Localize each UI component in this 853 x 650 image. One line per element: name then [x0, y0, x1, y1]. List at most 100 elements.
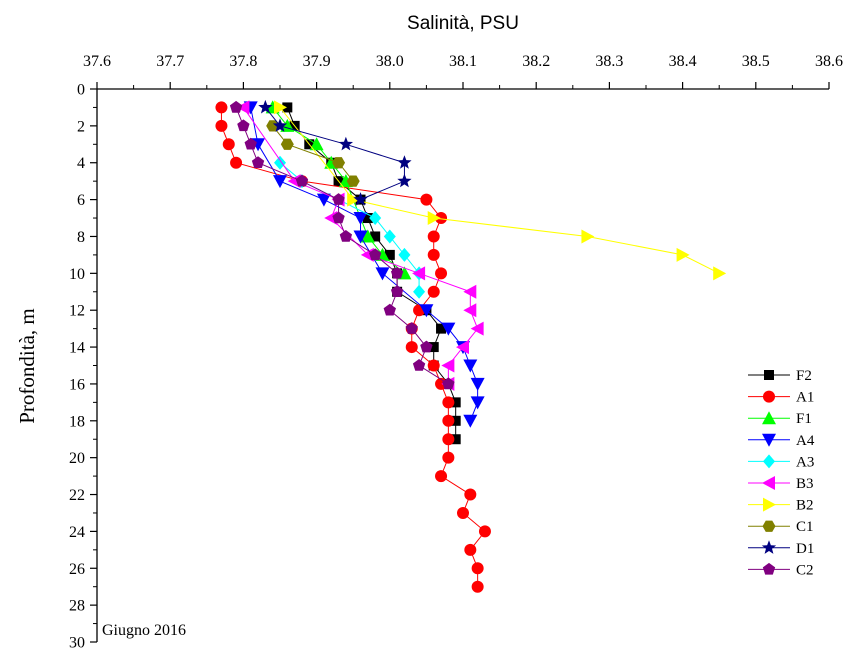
data-point: [390, 285, 404, 298]
data-point: [397, 173, 412, 188]
data-point: [229, 100, 243, 113]
data-point: [332, 157, 346, 169]
data-point: [390, 266, 404, 279]
x-axis-title: Salinità, PSU: [407, 13, 519, 34]
data-point: [215, 101, 228, 114]
data-point: [346, 175, 360, 187]
x-tick-label: 37.9: [303, 53, 331, 70]
data-point: [420, 193, 433, 206]
data-point: [332, 193, 345, 205]
data-point: [428, 342, 439, 353]
y-tick-label: 6: [77, 192, 85, 209]
legend-entry: C2: [748, 562, 814, 578]
series-c1: [266, 120, 360, 187]
y-tick-label: 30: [69, 635, 85, 650]
data-point: [427, 211, 441, 226]
series-d1: [258, 99, 412, 206]
y-tick-label: 8: [77, 229, 85, 246]
data-point: [442, 377, 455, 390]
legend-marker: [763, 497, 776, 512]
y-tick-label: 2: [77, 118, 85, 135]
y-tick-label: 16: [69, 376, 85, 393]
data-point: [360, 229, 375, 243]
series-a1: [215, 101, 491, 593]
data-point: [368, 248, 382, 261]
legend-marker: [762, 433, 776, 447]
series-line: [264, 107, 405, 201]
data-point: [441, 358, 455, 373]
data-point: [280, 138, 294, 150]
data-point: [457, 506, 469, 519]
legend-label: C2: [796, 562, 814, 578]
data-point: [442, 451, 455, 464]
data-point: [464, 488, 477, 501]
legend-entry: F2: [748, 368, 812, 384]
legend-label: A3: [796, 454, 814, 470]
y-tick-label: 0: [77, 82, 85, 99]
data-point: [581, 229, 595, 244]
x-tick-label: 38.2: [522, 53, 550, 70]
legend-label: F1: [796, 411, 812, 427]
data-point: [370, 231, 381, 242]
data-point: [230, 156, 243, 169]
x-tick-label: 38.1: [449, 53, 477, 70]
data-point: [273, 175, 287, 189]
data-point: [397, 155, 412, 169]
data-point: [478, 525, 491, 538]
data-point: [450, 434, 461, 445]
data-point: [375, 267, 390, 281]
data-point: [272, 118, 288, 132]
legend-entry: A4: [748, 433, 815, 449]
data-point: [360, 247, 374, 262]
x-tick-label: 37.8: [229, 53, 257, 70]
legend-marker: [762, 476, 775, 490]
legend-label: D1: [796, 541, 814, 557]
data-point: [463, 303, 477, 318]
data-point: [384, 249, 395, 260]
data-point: [450, 415, 461, 426]
series-line: [286, 107, 457, 440]
data-point: [442, 396, 455, 409]
data-point: [274, 155, 286, 170]
data-point: [338, 136, 354, 151]
data-point: [470, 377, 485, 391]
data-point: [237, 119, 250, 132]
y-tick-label: 18: [69, 413, 85, 430]
data-point: [398, 247, 411, 262]
data-point: [441, 322, 456, 336]
x-tick-label: 38.0: [376, 53, 404, 70]
data-point: [282, 102, 293, 113]
series-line: [272, 125, 354, 182]
data-point: [405, 341, 418, 354]
x-tick-label: 37.6: [83, 53, 111, 70]
y-tick-label: 10: [69, 266, 85, 283]
x-tick-label: 38.4: [669, 53, 697, 70]
legend-label: C1: [796, 519, 814, 535]
legend-label: B3: [796, 476, 814, 492]
y-tick-label: 4: [77, 155, 85, 172]
data-point: [369, 211, 382, 226]
data-point: [435, 470, 448, 483]
data-point: [266, 120, 280, 132]
legend-label: B2: [796, 498, 814, 514]
legend-entry: D1: [748, 540, 814, 557]
data-point: [427, 359, 440, 372]
series-c2: [229, 100, 455, 390]
legend-label: A4: [796, 433, 815, 449]
data-point: [713, 266, 727, 281]
data-point: [442, 433, 455, 446]
data-point: [471, 562, 484, 575]
legend-entry: B2: [748, 497, 814, 514]
legend: F2 A1 F1 A4 A3 B3 B2 C1 D1 C2: [748, 368, 815, 578]
data-point: [347, 192, 361, 207]
data-point: [456, 340, 469, 355]
y-tick-label: 20: [69, 450, 85, 467]
data-point: [464, 543, 477, 556]
x-tick-label: 38.3: [595, 53, 623, 70]
data-point: [383, 303, 396, 316]
data-point: [339, 229, 353, 242]
data-point: [353, 212, 368, 226]
data-point: [471, 580, 484, 593]
y-tick-label: 12: [69, 303, 85, 320]
data-point: [362, 213, 373, 224]
